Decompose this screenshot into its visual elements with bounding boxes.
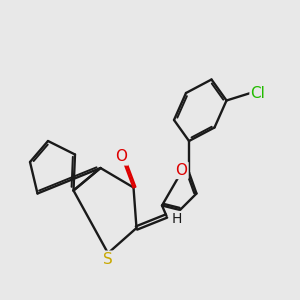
Text: O: O (116, 149, 128, 164)
Text: O: O (176, 163, 188, 178)
Text: Cl: Cl (250, 85, 266, 100)
Text: S: S (103, 252, 113, 267)
Text: H: H (172, 212, 182, 226)
